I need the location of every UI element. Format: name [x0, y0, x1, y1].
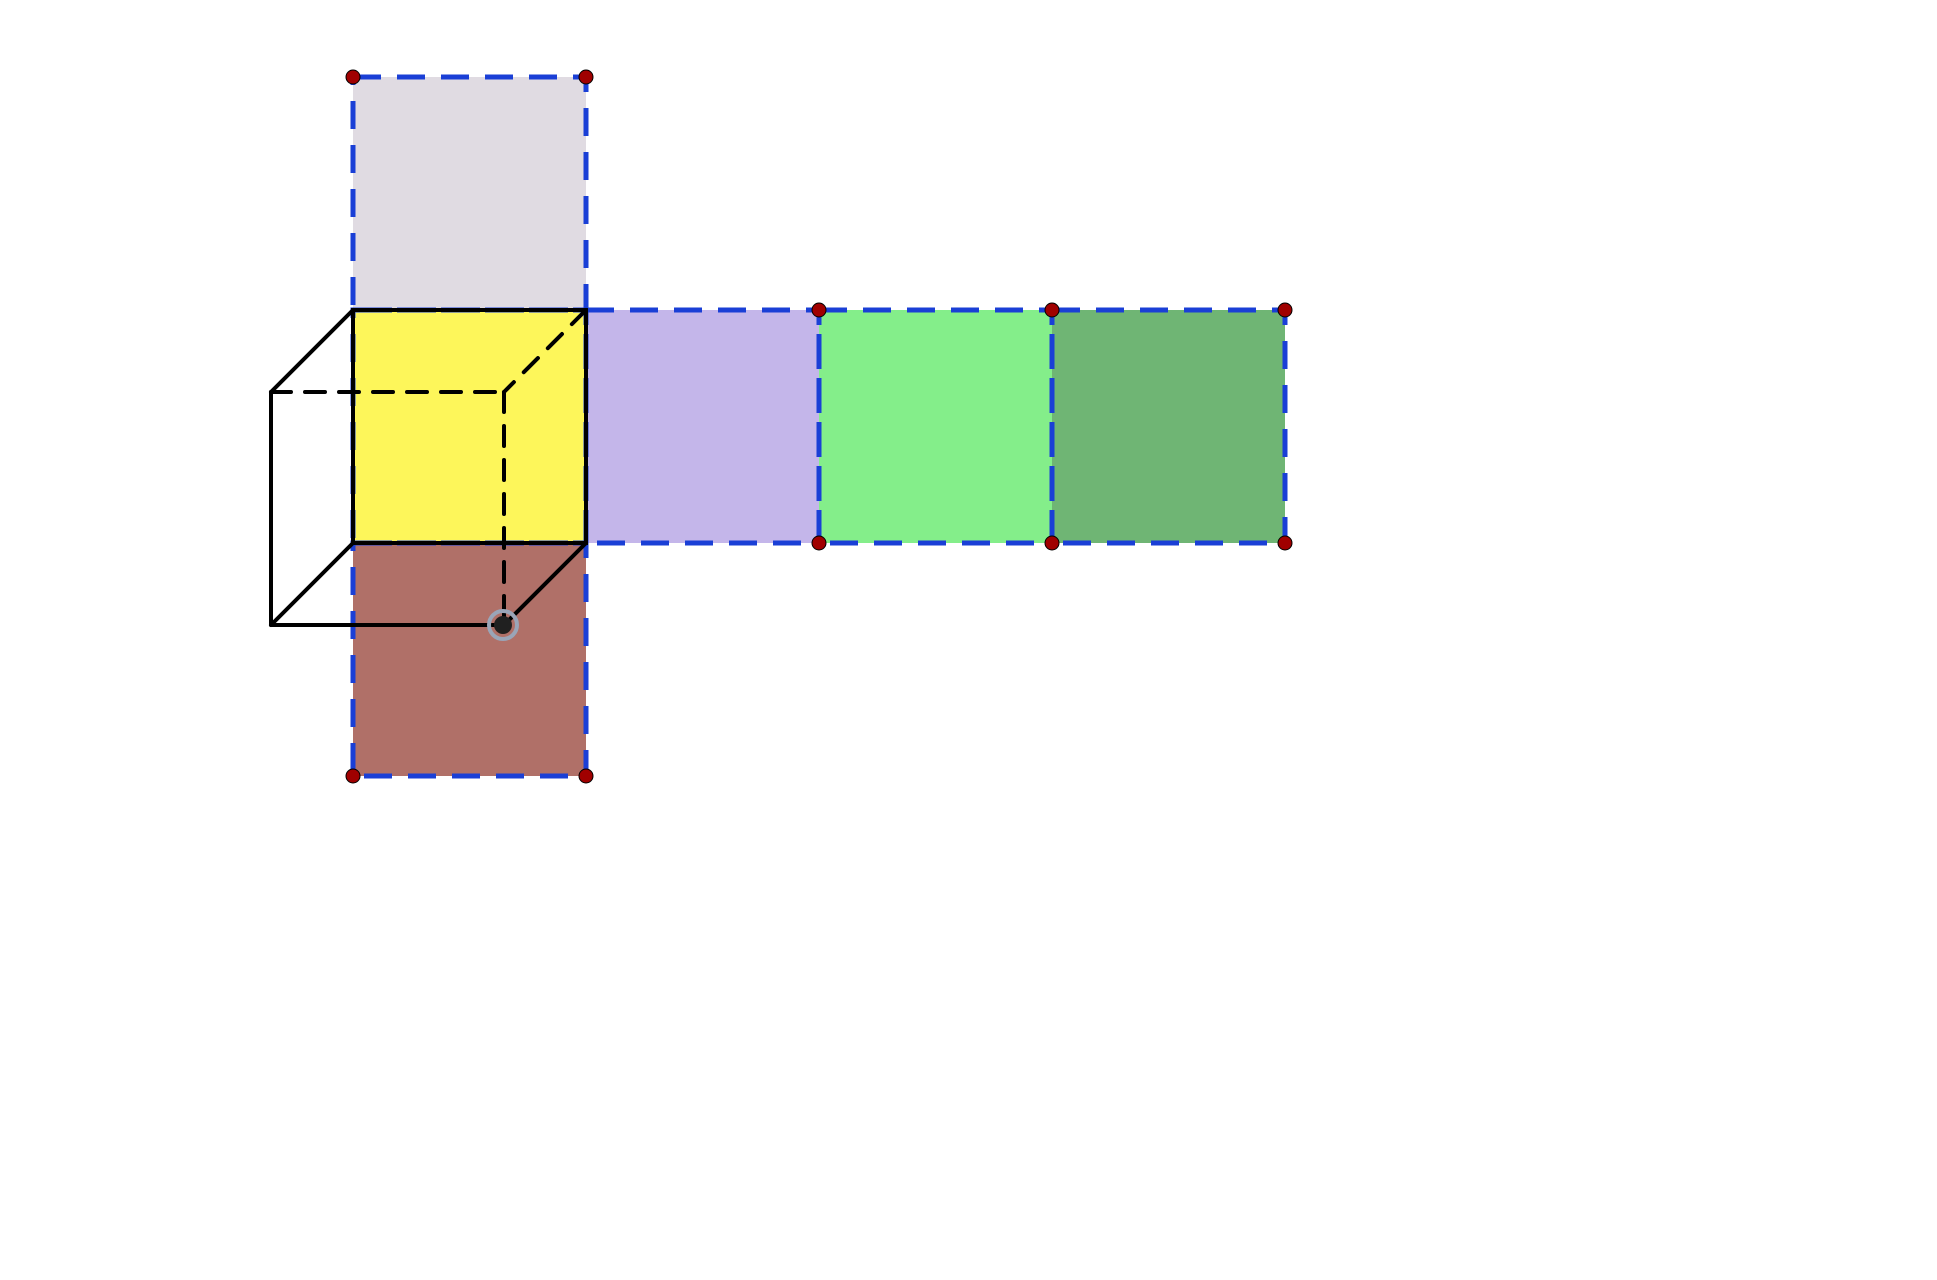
net-vertex — [1278, 536, 1292, 550]
net-vertex — [1045, 536, 1059, 550]
net-face-right1 — [586, 310, 819, 543]
canvas-background — [0, 0, 1937, 1280]
net-face-right3 — [1052, 310, 1285, 543]
pivot-vertex — [494, 616, 512, 634]
net-face-top — [353, 77, 586, 310]
net-vertex — [579, 769, 593, 783]
net-vertex — [1045, 303, 1059, 317]
net-vertex — [1278, 303, 1292, 317]
cube-net-diagram — [0, 0, 1937, 1280]
net-face-right2 — [819, 310, 1052, 543]
net-vertex — [346, 769, 360, 783]
net-vertex — [812, 536, 826, 550]
net-vertex — [812, 303, 826, 317]
net-vertex — [346, 70, 360, 84]
net-vertex — [579, 70, 593, 84]
